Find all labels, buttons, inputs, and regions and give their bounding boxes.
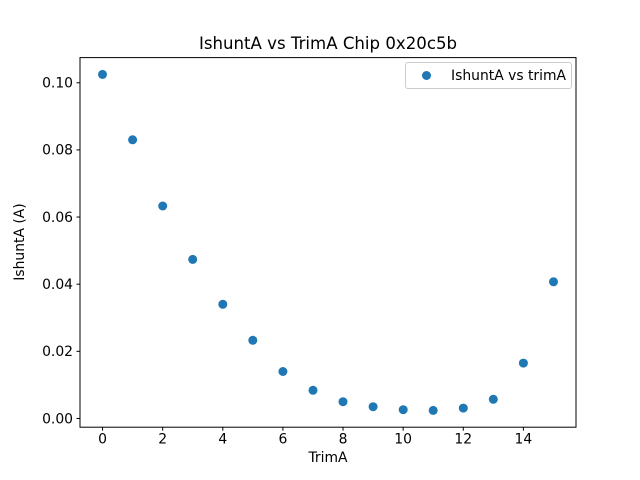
y-tick-label: 0.04: [42, 277, 73, 293]
y-tick-label: 0.10: [42, 76, 73, 92]
x-tick-label: 4: [218, 432, 227, 448]
data-point: [158, 201, 168, 211]
y-tick-label: 0.02: [42, 344, 73, 360]
legend-label: IshuntA vs trimA: [451, 67, 567, 84]
data-point: [458, 403, 468, 413]
data-point: [218, 299, 228, 309]
data-point: [188, 254, 198, 264]
y-tick-label: 0.00: [42, 411, 73, 427]
chart-title: IshuntA vs TrimA Chip 0x20c5b: [198, 34, 458, 53]
x-tick-label: 14: [515, 432, 533, 448]
data-point: [518, 358, 528, 368]
x-tick-label: 6: [278, 432, 287, 448]
axes-frame: [79, 57, 577, 428]
data-point: [98, 69, 107, 79]
x-axis-label: TrimA: [308, 450, 348, 466]
data-point: [368, 402, 378, 412]
x-tick-label: 10: [394, 432, 412, 448]
data-point: [248, 335, 258, 345]
y-tick-label: 0.06: [42, 210, 73, 226]
data-point: [398, 405, 408, 415]
data-point: [278, 367, 288, 376]
y-tick-label: 0.08: [42, 143, 73, 159]
data-point: [308, 385, 318, 395]
x-tick-label: 2: [158, 432, 167, 448]
data-point: [428, 405, 438, 415]
x-tick-label: 12: [454, 432, 472, 448]
x-tick-label: 8: [339, 432, 348, 448]
legend-circle-marker-icon: [422, 71, 431, 80]
y-axis-label: IshuntA (A): [12, 203, 28, 281]
data-point: [338, 397, 348, 407]
data-point: [488, 394, 498, 404]
legend: IshuntA vs trimA: [405, 62, 572, 89]
data-point: [128, 135, 138, 145]
x-tick-label: 0: [98, 432, 107, 448]
data-point: [549, 277, 558, 287]
